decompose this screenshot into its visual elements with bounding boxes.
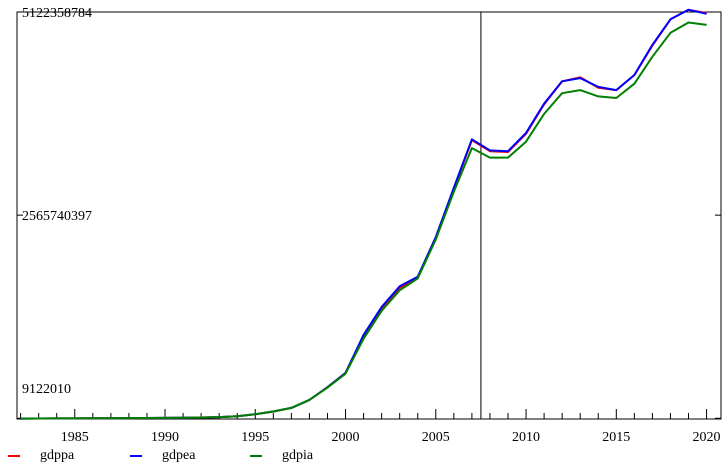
series-line-gdpia [20, 21, 707, 420]
legend-label-gdpea: gdpea [162, 448, 196, 463]
legend: gdppa gdpea gdpia [0, 446, 727, 470]
legend-swatch-gdppa [8, 455, 20, 457]
x-tick-label-1990: 1990 [151, 430, 179, 445]
legend-item-gdpia: gdpia [250, 446, 313, 466]
x-tick-label-1985: 1985 [61, 430, 89, 445]
legend-item-gdpea: gdpea [130, 446, 195, 466]
series-lines [20, 8, 707, 420]
series-line-gdpea [20, 8, 707, 420]
legend-item-gdppa: gdppa [8, 446, 74, 466]
x-tick-label-2020: 2020 [693, 430, 721, 445]
legend-label-gdpia: gdpia [282, 448, 314, 463]
y-tick-label-0: 5122358784 [22, 6, 92, 21]
y-tick-label-1: 2565740397 [22, 209, 92, 224]
legend-swatch-gdpea [130, 455, 142, 457]
series-line-gdppa [20, 8, 707, 420]
x-tick-label-1995: 1995 [241, 430, 269, 445]
y-tick-label-2: 9122010 [22, 382, 71, 397]
axes [16, 11, 722, 420]
line-chart: 1985 1990 1995 2000 2005 2010 2015 2020 51223587… [16, 6, 722, 445]
x-tick-label-2010: 2010 [512, 430, 540, 445]
x-tick-label-2005: 2005 [422, 430, 450, 445]
ticks: 1985 1990 1995 2000 2005 2010 2015 2020 51223587… [17, 6, 721, 445]
plot-frame [16, 11, 722, 420]
x-tick-label-2015: 2015 [602, 430, 630, 445]
x-tick-label-2000: 2000 [332, 430, 360, 445]
legend-label-gdppa: gdppa [40, 448, 75, 463]
legend-swatch-gdpia [250, 455, 262, 457]
